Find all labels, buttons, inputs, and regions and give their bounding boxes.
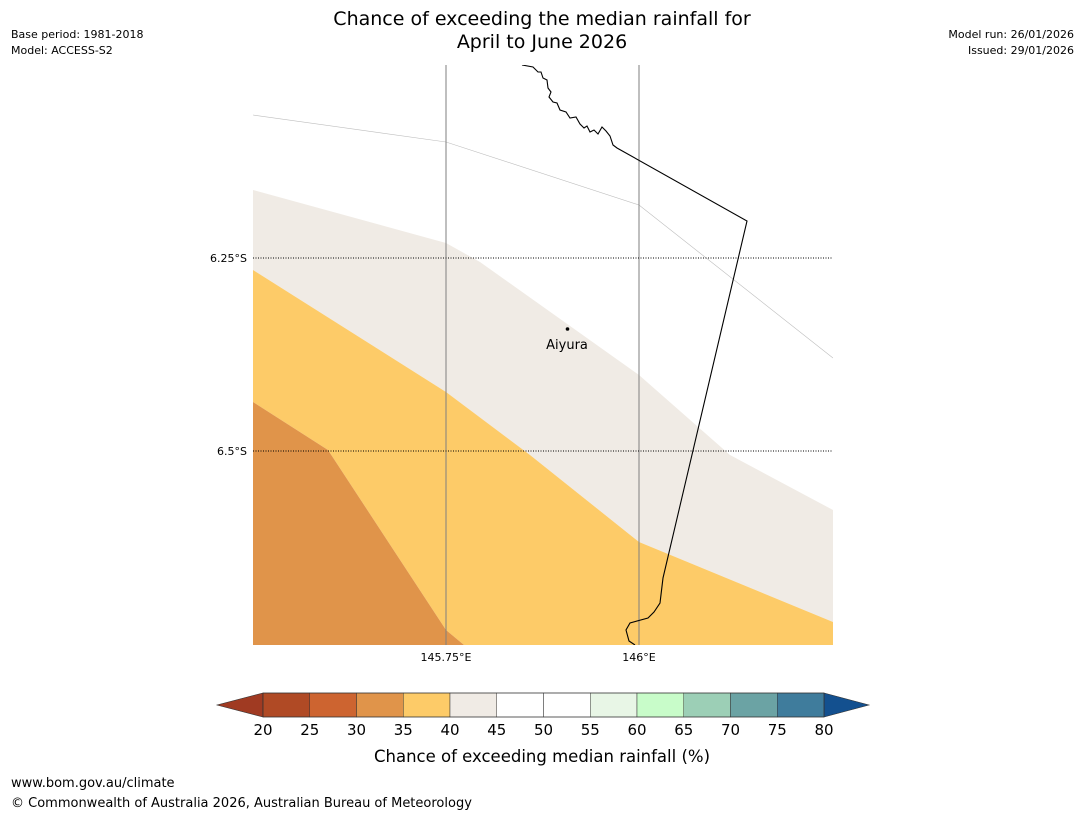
lat-label-6-25: 6.25°S: [210, 252, 247, 265]
colorbar-label: Chance of exceeding median rainfall (%): [374, 747, 710, 766]
lat-label-6-5: 6.5°S: [217, 445, 247, 458]
colorbar-segment: [357, 693, 404, 717]
model-name: Model: ACCESS-S2: [11, 43, 143, 59]
colorbar-segment: [450, 693, 497, 717]
issued-date: Issued: 29/01/2026: [948, 43, 1074, 59]
colorbar-tick-label: 75: [768, 721, 787, 739]
colorbar-tick-label: 45: [487, 721, 506, 739]
map-figure: Aiyura 6.25°S 6.5°S 145.75°E 146°E 20 25 3…: [0, 0, 1085, 816]
map-area: Aiyura: [253, 65, 833, 645]
footer-url[interactable]: www.bom.gov.au/climate: [11, 774, 472, 794]
aiyura-label: Aiyura: [546, 338, 588, 353]
colorbar-over-arrow: [824, 693, 869, 717]
lon-label-145-75: 145.75°E: [421, 651, 472, 664]
colorbar-tick-label: 30: [347, 721, 366, 739]
colorbar-tick-label: 40: [440, 721, 459, 739]
colorbar: 20 25 30 35 40 45 50 55 60 65 70 75 80 Chance of exc…: [217, 693, 869, 766]
colorbar-tick-label: 25: [300, 721, 319, 739]
meta-left: Base period: 1981-2018 Model: ACCESS-S2: [11, 27, 143, 59]
colorbar-tick-label: 35: [394, 721, 413, 739]
title-line-1: Chance of exceeding the median rainfall …: [242, 8, 842, 31]
colorbar-segment: [684, 693, 731, 717]
model-run-date: Model run: 26/01/2026: [948, 27, 1074, 43]
colorbar-segment: [731, 693, 778, 717]
colorbar-segment: [637, 693, 684, 717]
colorbar-segment: [777, 693, 824, 717]
colorbar-tick-label: 20: [253, 721, 272, 739]
colorbar-segment: [403, 693, 450, 717]
colorbar-under-arrow: [217, 693, 263, 717]
colorbar-segment: [544, 693, 591, 717]
colorbar-segment: [263, 693, 310, 717]
colorbar-tick-label: 60: [627, 721, 646, 739]
aiyura-marker: [566, 327, 570, 331]
colorbar-tick-label: 70: [721, 721, 740, 739]
colorbar-segment: [310, 693, 357, 717]
base-period: Base period: 1981-2018: [11, 27, 143, 43]
colorbar-tick-label: 80: [814, 721, 833, 739]
colorbar-tick-label: 65: [674, 721, 693, 739]
colorbar-segment: [590, 693, 637, 717]
meta-right: Model run: 26/01/2026 Issued: 29/01/2026: [948, 27, 1074, 59]
colorbar-segment: [497, 693, 544, 717]
footer: www.bom.gov.au/climate © Commonwealth of…: [11, 774, 472, 814]
footer-copyright: © Commonwealth of Australia 2026, Austra…: [11, 794, 472, 814]
colorbar-tick-label: 55: [581, 721, 600, 739]
colorbar-tick-label: 50: [534, 721, 553, 739]
map-title: Chance of exceeding the median rainfall …: [242, 8, 842, 54]
lon-label-146: 146°E: [622, 651, 655, 664]
forecast-map-page: Aiyura 6.25°S 6.5°S 145.75°E 146°E 20 25 3…: [0, 0, 1085, 816]
title-line-2: April to June 2026: [242, 31, 842, 54]
